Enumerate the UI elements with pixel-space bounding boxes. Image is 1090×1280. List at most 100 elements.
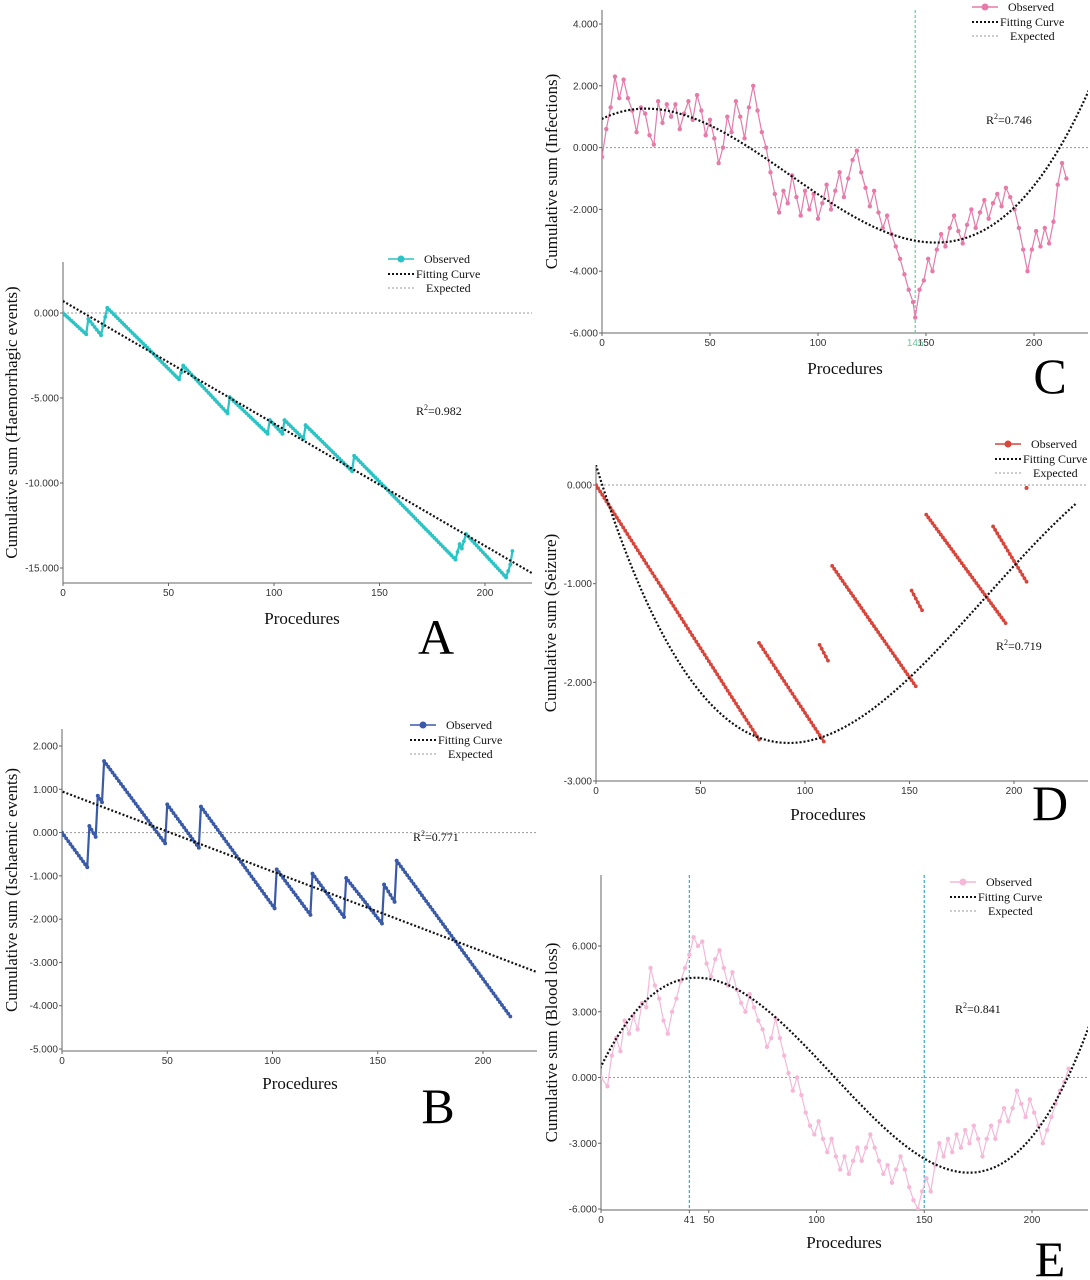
observed-point [103, 315, 108, 319]
observed-point [365, 902, 370, 907]
observed-point [1010, 555, 1014, 560]
observed-point [295, 895, 300, 900]
observed-point [135, 804, 140, 809]
observed-point [81, 859, 85, 864]
x-axis-title: Procedures [790, 805, 866, 824]
observed-segment [309, 873, 314, 915]
observed-point [834, 570, 839, 574]
y-tick-label: -2.000 [30, 915, 59, 926]
observed-point [207, 816, 212, 821]
observed-point [853, 597, 858, 601]
observed-point [283, 878, 288, 883]
x-tick-label: 0 [593, 786, 599, 797]
observed-point [432, 910, 437, 915]
observed-point [736, 705, 741, 709]
observed-point [694, 92, 700, 98]
observed-point [497, 1000, 502, 1005]
observed-point [331, 900, 336, 905]
observed-segment [85, 318, 90, 335]
observed-point [506, 1011, 511, 1016]
observed-point [605, 1084, 610, 1089]
observed-point [802, 188, 808, 194]
observed-point [851, 594, 855, 598]
legend-observed-label: Observed [1008, 0, 1054, 14]
observed-point [169, 808, 174, 813]
observed-point [272, 906, 277, 911]
observed-point [788, 688, 793, 693]
observed-point [876, 210, 881, 215]
observed-point [644, 1005, 649, 1010]
observed-point [462, 539, 466, 544]
observed-point [70, 845, 75, 849]
observed-point [727, 691, 732, 696]
observed-point [969, 207, 974, 212]
observed-point [807, 717, 812, 722]
observed-point [291, 890, 296, 894]
observed-segment [393, 860, 398, 902]
observed-point [1006, 1119, 1011, 1124]
observed-point [784, 682, 789, 687]
observed-point [716, 160, 721, 166]
observed-segment [164, 804, 169, 844]
observed-point [199, 804, 203, 809]
observed-point [220, 833, 224, 838]
observed-point [621, 77, 626, 82]
observed-segment [350, 455, 356, 472]
observed-point [600, 492, 605, 497]
observed-point [938, 231, 944, 237]
observed-point [995, 191, 1000, 197]
legend-fit-label: Fitting Curve [416, 267, 480, 281]
observed-point [763, 145, 769, 150]
legend-fit-label: Fitting Curve [1000, 15, 1064, 29]
observed-point [146, 818, 151, 823]
observed-point [813, 726, 818, 731]
observed-point [943, 244, 948, 249]
observed-point [959, 561, 964, 566]
observed-point [769, 660, 774, 664]
observed-point [761, 647, 766, 652]
observed-point [470, 962, 475, 967]
observed-point [91, 831, 96, 836]
observed-point [660, 587, 665, 592]
observed-point [337, 909, 342, 914]
observed-point [988, 1123, 994, 1128]
observed-point [407, 876, 412, 880]
panel-letter: C [1033, 348, 1066, 404]
observed-point [729, 695, 734, 700]
x-tick-label: 100 [264, 1056, 281, 1067]
observed-point [152, 827, 157, 832]
observed-point [898, 1154, 903, 1159]
observed-point [622, 1018, 627, 1023]
observed-point [228, 845, 233, 850]
observed-point [902, 272, 907, 277]
observed-point [833, 188, 838, 194]
observed-point [881, 1171, 886, 1177]
observed-point [173, 814, 178, 818]
observed-point [217, 830, 222, 835]
observed-point [943, 538, 947, 543]
observed-point [906, 287, 911, 292]
observed-point [257, 886, 262, 890]
observed-point [140, 810, 144, 815]
observed-point [464, 954, 469, 958]
x-tick-label: 0 [598, 1215, 604, 1226]
observed-point [964, 222, 970, 228]
observed-point [175, 816, 180, 821]
observed-point [924, 1176, 929, 1181]
observed-point [677, 126, 682, 132]
observed-point [686, 626, 690, 631]
observed-point [955, 555, 960, 560]
observed-point [947, 225, 952, 231]
observed-point [884, 642, 889, 647]
x-tick-label: 50 [162, 1056, 174, 1067]
observed-point [729, 129, 734, 135]
observed-point [125, 790, 130, 795]
observed-point [821, 650, 826, 655]
observed-point [974, 581, 979, 586]
observed-point [894, 1167, 899, 1172]
observed-point [665, 594, 669, 598]
observed-point [694, 639, 699, 644]
observed-point [62, 830, 64, 835]
